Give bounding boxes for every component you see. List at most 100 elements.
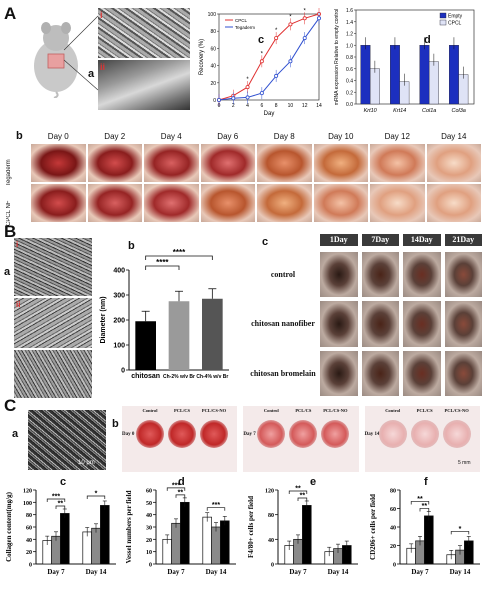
data-point: [259, 91, 264, 96]
x-tick-label: Day 14: [328, 568, 349, 576]
wound-photo: [403, 350, 441, 396]
wound-photo: [426, 144, 481, 182]
wound-photo-grid-c: Day 0 Control PCL/CS PCL/CS-NO Day 7 Control P…: [120, 406, 484, 472]
data-point: [288, 59, 293, 64]
wound-photo: [200, 420, 228, 448]
legend-swatch: [439, 19, 447, 26]
bar-empty: [419, 45, 430, 105]
panel-b-day-labels: 1Day 7Day 14Day 21Day: [318, 234, 484, 248]
x-tick-label: Day 7: [167, 568, 185, 576]
day-label: Day 2: [104, 132, 126, 141]
y-tick-label: 0: [29, 563, 32, 569]
day-label: Day 8: [273, 132, 295, 141]
row-label: chitosan bromelain: [250, 368, 316, 378]
data-point: [231, 96, 236, 101]
y-tick-label: 20: [210, 81, 216, 87]
y-tick-label: 200: [113, 318, 125, 325]
data-point: [216, 98, 221, 103]
wound-photo: [289, 420, 318, 448]
group-label: Control: [385, 408, 401, 413]
day-header: 1Day: [320, 234, 358, 246]
x-tick-label: chitosan: [131, 373, 160, 380]
significance-mark: **: [417, 496, 423, 503]
wound-photo: [403, 301, 441, 347]
wound-photo: [87, 144, 142, 182]
bar: [424, 515, 434, 565]
y-tick-label: 100: [113, 343, 125, 350]
wound-photo: [361, 350, 399, 396]
wound-photo: [378, 420, 407, 448]
panel-a-label: A: [4, 4, 17, 23]
day-label: Day 6: [217, 132, 239, 141]
sem-image-c: [28, 410, 106, 470]
y-tick-label: 60: [390, 507, 396, 513]
recovery-line-chart: 02040608010002468101214DayRecovery (%)CP…: [199, 8, 322, 117]
y-tick-label: 400: [113, 268, 125, 275]
group-label: PCL/CS-NO: [444, 408, 469, 413]
bar: [91, 527, 101, 565]
group-label: Control: [142, 408, 158, 413]
significance-bracket: [410, 501, 430, 505]
data-point: [274, 73, 279, 78]
day-label: Day 4: [160, 132, 182, 141]
x-tick-label: Day 7: [47, 568, 65, 576]
day-label: Day 0: [47, 132, 69, 141]
y-tick-label: 60: [146, 489, 152, 495]
wound-photo: [313, 144, 368, 182]
roman-ii-label: ii: [100, 62, 106, 72]
data-point: [288, 22, 293, 27]
bar-cpcl: [428, 61, 439, 105]
significance-bracket: [450, 531, 470, 535]
bar-cpcl: [369, 68, 380, 105]
day-label: Day 12: [384, 132, 410, 141]
significance-mark: **: [422, 503, 428, 510]
x-tick-label: 4: [246, 103, 249, 109]
group-label: PCL/CS-NO: [201, 408, 227, 413]
y-tick-label: 0.4: [346, 79, 353, 85]
y-axis-label: CD206+ cells per field: [369, 494, 377, 560]
wound-photo: [257, 144, 312, 182]
bar: [60, 513, 70, 565]
x-tick-label: 8: [275, 103, 278, 109]
wound-photo: [144, 184, 199, 222]
panel-a-sub-a: a: [88, 68, 95, 80]
y-tick-label: 0: [121, 368, 125, 375]
b-roman-i: i: [16, 240, 19, 249]
significance-mark: *: [304, 8, 307, 14]
bar: [171, 522, 181, 565]
sem-image-b-iii: [14, 350, 92, 398]
significance-bracket: [86, 495, 106, 499]
y-tick-label: 80: [390, 489, 396, 495]
x-tick-label: Day 7: [289, 568, 307, 576]
wound-photo: [31, 144, 86, 182]
data-point: [317, 16, 322, 21]
data-point: [302, 36, 307, 41]
significance-mark: ***: [172, 482, 180, 489]
y-tick-label: 10: [146, 550, 152, 556]
x-tick-label: 10: [288, 103, 294, 109]
x-tick-label: Ch-2% w/v Br: [163, 374, 195, 380]
panel-b-row-labels: control chitosan nanofiber chitosan bromel…: [250, 250, 316, 398]
panel-b-sub-c: c: [262, 236, 269, 248]
y-tick-label: 40: [146, 513, 152, 519]
row-label-tegaderm: Tegaderm: [6, 159, 12, 186]
bar: [220, 520, 230, 565]
roman-i-label: i: [100, 10, 103, 20]
group-label: PCL/CS: [295, 408, 312, 413]
wound-photo-grid-a: [30, 144, 482, 224]
sem-image-ii: [98, 60, 190, 110]
y-axis-label: Recovery (%): [199, 39, 205, 75]
y-axis-label: Vessel numbers per field: [125, 490, 133, 563]
significance-mark: **: [300, 492, 306, 499]
y-tick-label: 0.8: [346, 55, 353, 61]
wound-photo: [370, 144, 425, 182]
diameter-bar-chart: 0 100 200 300 400 Diameter (nm) chitosan Ch-2% …: [100, 248, 229, 380]
y-axis-label: mRNA expression Relative to empty contro…: [334, 9, 340, 105]
wound-photo: [257, 420, 286, 448]
wound-photo: [426, 184, 481, 222]
day-label: Day 14: [364, 432, 380, 437]
wound-photo: [361, 252, 399, 298]
significance-mark: *: [289, 14, 292, 20]
plot-frame: [218, 13, 320, 101]
wound-photo: [87, 184, 142, 222]
